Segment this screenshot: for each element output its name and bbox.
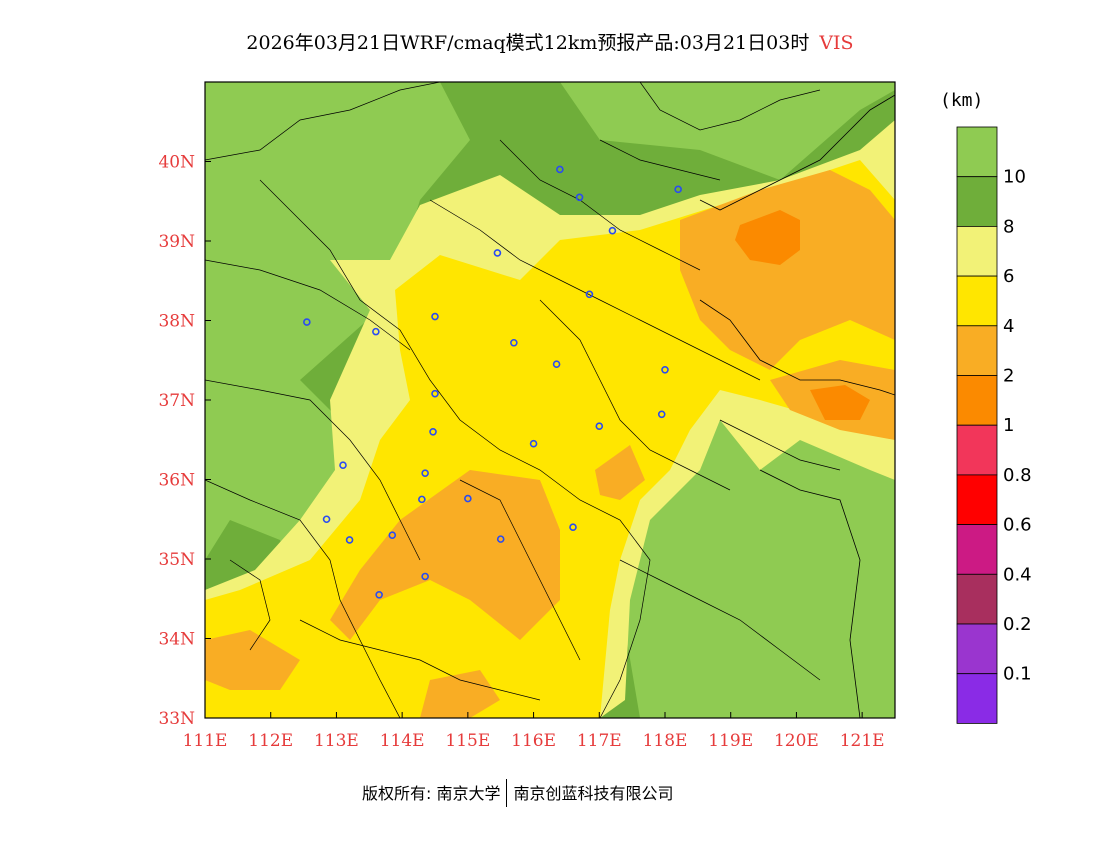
legend-color-bin (956, 126, 998, 178)
city-marker (339, 461, 347, 469)
legend-label: 4 (1003, 316, 1014, 337)
lon-tick-label: 112E (248, 731, 293, 751)
vis-zone-2-4-east (680, 170, 895, 370)
city-markers (303, 165, 682, 599)
title-variable: VIS (819, 32, 854, 54)
lat-tick-label: 33N (158, 709, 195, 729)
lat-tick-label: 36N (158, 471, 195, 491)
lat-tick-label: 39N (158, 232, 195, 252)
legend-label: 0.2 (1003, 614, 1032, 635)
legend-color-bin (956, 474, 998, 525)
city-marker (493, 249, 502, 257)
legend-color-bin (956, 424, 998, 476)
city-marker (345, 536, 354, 544)
city-marker (464, 494, 472, 503)
city-marker (431, 389, 439, 398)
lat-tick-label: 35N (158, 550, 195, 570)
city-marker (657, 410, 666, 419)
legend-label: 10 (1003, 167, 1026, 188)
lon-tick-label: 119E (708, 731, 753, 751)
city-marker (375, 590, 383, 599)
city-marker (322, 515, 331, 524)
vis-zone-2-4-south (420, 670, 500, 718)
legend-color-bin (956, 375, 998, 426)
lon-tick-label: 121E (840, 731, 885, 751)
visibility-field (205, 82, 895, 718)
legend-color-bin (956, 573, 998, 625)
footer-copyright: 版权所有: 南京大学 (362, 784, 501, 803)
footer-separator (506, 778, 508, 807)
vis-zone-2-4-central (330, 470, 560, 640)
city-marker (372, 327, 380, 336)
legend-color-bin (956, 524, 998, 575)
vis-zone-2-4-small (595, 445, 645, 500)
lat-tick-label: 37N (158, 391, 195, 411)
lon-tick-label: 120E (774, 731, 819, 751)
city-marker (585, 290, 594, 299)
footer: 版权所有: 南京大学 南京创蓝科技有限公司 (362, 778, 674, 809)
legend-color-bin (956, 225, 998, 277)
city-marker (569, 523, 577, 532)
city-marker (529, 439, 538, 448)
lat-tick-label: 34N (158, 630, 195, 650)
lon-tick-label: 117E (577, 731, 622, 751)
lon-tick-label: 113E (314, 731, 359, 751)
vis-zone-1-2-bohai (735, 210, 800, 265)
legend-label: 6 (1003, 266, 1014, 287)
title-main: 2026年03月21日WRF/cmaq模式12km预报产品:03月21日03时 (246, 32, 810, 54)
page-title: 2026年03月21日WRF/cmaq模式12km预报产品:03月21日03时 V… (0, 28, 1100, 55)
city-marker (418, 495, 426, 504)
city-marker (421, 572, 429, 581)
legend-color-bin (956, 176, 998, 227)
city-marker (552, 360, 561, 369)
coastline-jiangsu (759, 469, 861, 718)
lon-tick-label: 115E (445, 731, 490, 751)
coastline-shandong (699, 299, 895, 396)
legend-label: 2 (1003, 366, 1014, 387)
city-marker (496, 535, 505, 543)
coastline-bohai-north (699, 94, 895, 211)
lon-tick-label: 118E (643, 731, 688, 751)
admin-boundaries (205, 82, 841, 718)
city-marker (556, 165, 564, 174)
lon-tick-label: 111E (183, 731, 228, 751)
legend-label: 0.6 (1003, 515, 1032, 536)
city-marker (421, 469, 429, 477)
colorbar-legend: 10 8 6 4 2 1 0.8 0.6 0.4 0.2 0.1 (956, 126, 1032, 724)
city-marker (429, 427, 437, 436)
legend-label: 0.8 (1003, 465, 1032, 486)
lon-tick-label: 116E (511, 731, 556, 751)
legend-color-bin (956, 275, 998, 327)
legend-label: 0.1 (1003, 664, 1032, 685)
legend-label: 1 (1003, 415, 1014, 436)
legend-label: 0.4 (1003, 564, 1032, 585)
lat-tick-label: 40N (158, 153, 195, 173)
city-marker (595, 422, 604, 431)
lat-tick-label: 38N (158, 312, 195, 332)
vis-zone-2-4-sw (205, 630, 300, 690)
legend-color-bin (956, 325, 998, 376)
city-marker (431, 312, 439, 321)
city-marker (510, 338, 518, 347)
legend-color-bin (956, 623, 998, 675)
city-marker (575, 193, 584, 202)
city-marker (661, 365, 669, 374)
city-marker (303, 318, 311, 326)
footer-company: 南京创蓝科技有限公司 (513, 784, 674, 803)
legend-unit: (km) (940, 90, 984, 111)
legend-label: 8 (1003, 216, 1014, 237)
lon-tick-label: 114E (380, 731, 425, 751)
city-marker (608, 226, 617, 235)
city-marker (388, 531, 397, 539)
legend-color-bin (956, 673, 998, 724)
vis-zone-1-2-coast (810, 385, 870, 420)
city-marker (674, 185, 682, 194)
